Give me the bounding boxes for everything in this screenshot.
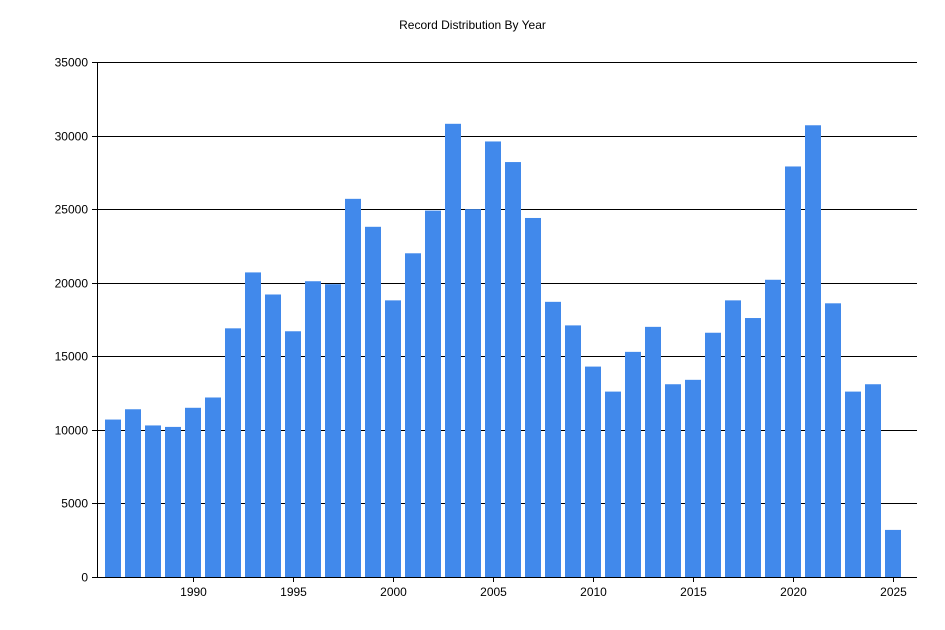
bar-1993 <box>245 272 261 577</box>
x-tick-label: 2005 <box>480 585 507 599</box>
bar-1990 <box>185 407 201 577</box>
axes <box>92 62 917 582</box>
x-tick-label: 2010 <box>580 585 607 599</box>
bar-1995 <box>285 331 301 577</box>
bar-1987 <box>125 409 141 577</box>
bar-1999 <box>365 226 381 578</box>
bar-2017 <box>725 300 741 577</box>
x-tick-label: 1990 <box>180 585 207 599</box>
bar-2010 <box>585 366 601 577</box>
bar-1996 <box>305 281 321 577</box>
bar-2003 <box>445 123 461 578</box>
bar-2006 <box>505 162 521 577</box>
bar-2023 <box>845 391 861 577</box>
y-tick-label: 0 <box>81 571 88 585</box>
bar-2019 <box>765 279 781 577</box>
bar-2002 <box>425 210 441 578</box>
bar-2004 <box>465 209 481 577</box>
y-tick-label: 20000 <box>55 277 89 291</box>
chart-title: Record Distribution By Year <box>399 18 546 32</box>
bar-2011 <box>605 391 621 577</box>
bar-2013 <box>645 326 661 577</box>
bar-2007 <box>525 217 541 577</box>
bar-2015 <box>685 379 701 577</box>
bar-1991 <box>205 397 221 577</box>
bar-1998 <box>345 198 361 577</box>
y-tick-label: 5000 <box>61 497 88 511</box>
bar-2005 <box>485 141 501 577</box>
x-tick-label: 1995 <box>280 585 307 599</box>
y-tick-label: 10000 <box>55 424 89 438</box>
bar-2000 <box>385 300 401 577</box>
y-tick-label: 25000 <box>55 203 89 217</box>
y-tick-label: 35000 <box>55 56 89 70</box>
bar-2009 <box>565 325 581 577</box>
bar-1997 <box>325 284 341 577</box>
bar-2021 <box>805 125 821 578</box>
bar-2012 <box>625 351 641 577</box>
x-tick-label: 2020 <box>780 585 807 599</box>
bar-2016 <box>705 332 721 577</box>
y-tick-label: 15000 <box>55 350 89 364</box>
bar-2001 <box>405 253 421 578</box>
tick-labels: 0 5000 10000 15000 20000 25000 30000 35000 1990 1… <box>55 56 908 600</box>
bar-2024 <box>865 384 881 577</box>
bar-2020 <box>785 166 801 577</box>
x-tick-label: 2015 <box>680 585 707 599</box>
bar-1988 <box>145 425 161 577</box>
y-tick-label: 30000 <box>55 130 89 144</box>
bar-2014 <box>665 384 681 577</box>
bars <box>105 123 901 578</box>
bar-2022 <box>825 303 841 577</box>
bar-2008 <box>545 301 561 577</box>
bar-1989 <box>165 426 181 577</box>
bar-1994 <box>265 294 281 577</box>
x-tick-label: 2000 <box>380 585 407 599</box>
bar-2018 <box>745 318 761 577</box>
bar-1992 <box>225 328 241 577</box>
bar-1986 <box>105 419 121 577</box>
x-tick-label: 2025 <box>880 585 907 599</box>
bar-2025 <box>885 529 901 577</box>
